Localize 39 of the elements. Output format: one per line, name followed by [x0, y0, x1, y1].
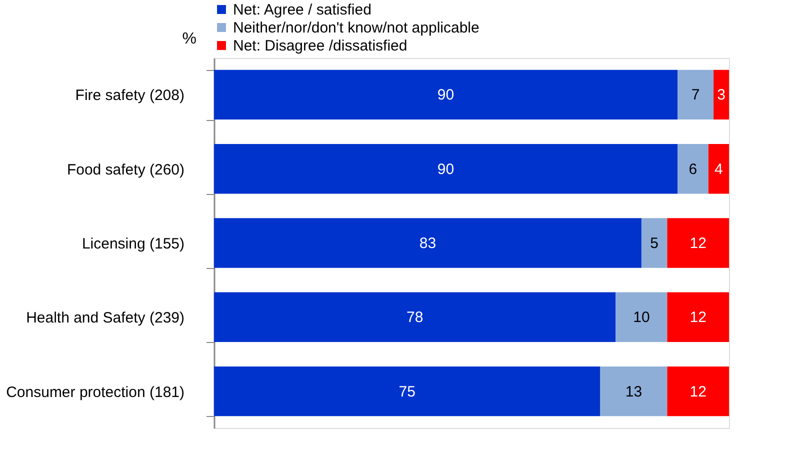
data-label: 13	[625, 383, 642, 400]
data-label: 78	[406, 309, 424, 326]
bar	[667, 366, 729, 416]
data-label: 7	[691, 86, 700, 104]
y-tick-label: Fire safety (208)	[75, 87, 184, 104]
bar	[214, 218, 642, 268]
data-label: 12	[690, 309, 706, 326]
legend-label: Net: Agree / satisfied	[233, 2, 372, 18]
data-label: 75	[398, 383, 416, 400]
bar	[641, 218, 668, 268]
y-tick-label: Health and Safety (239)	[26, 310, 184, 327]
bar	[714, 70, 729, 120]
y-tick-label: Food safety (260)	[66, 161, 185, 178]
data-label: 90	[437, 160, 454, 178]
bar	[214, 366, 600, 416]
bar	[678, 70, 714, 120]
bar	[616, 292, 668, 342]
bar	[708, 144, 729, 194]
y-tick-label: Licensing (155)	[82, 236, 185, 252]
data-label: 12	[690, 235, 706, 252]
legend-label: Net: Disagree /dissatisfied	[233, 38, 408, 54]
data-label: 6	[688, 160, 698, 178]
data-label: 83	[419, 235, 436, 252]
bar	[214, 144, 678, 194]
bar	[667, 292, 729, 342]
data-label: 10	[633, 309, 650, 326]
bar	[214, 70, 678, 120]
data-label: 90	[437, 86, 454, 104]
data-label: 12	[690, 383, 706, 400]
data-label: 5	[650, 235, 658, 252]
bar	[667, 218, 729, 268]
legend-label: Neither/nor/don't know/not applicable	[233, 20, 480, 36]
y-axis-title: %	[182, 30, 196, 48]
bar	[600, 366, 668, 416]
data-label: 3	[717, 86, 726, 104]
data-label: 4	[714, 160, 723, 178]
bar	[214, 292, 616, 342]
y-tick-label: Consumer protection (181)	[6, 384, 184, 401]
bar	[678, 144, 708, 194]
